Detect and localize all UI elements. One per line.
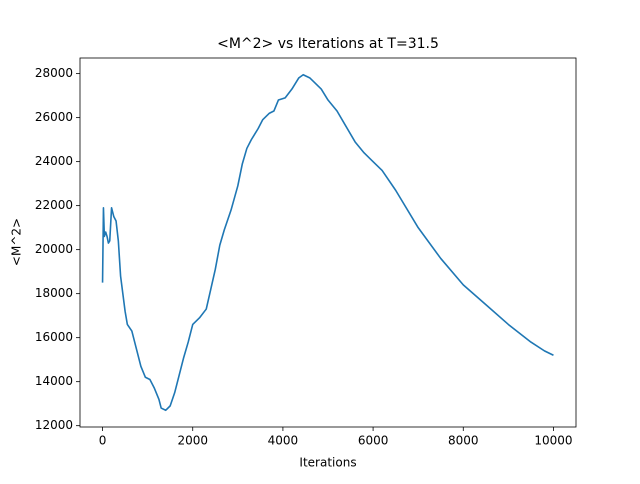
y-tick-label: 24000 (35, 154, 73, 168)
x-tick-label: 8000 (448, 434, 479, 448)
x-tick-label: 0 (99, 434, 107, 448)
x-tick-label: 6000 (358, 434, 389, 448)
data-line (101, 73, 554, 412)
y-tick-label: 18000 (35, 286, 73, 300)
y-tick-label: 20000 (35, 242, 73, 256)
x-tick-label: 4000 (268, 434, 299, 448)
y-tick-label: 16000 (35, 330, 73, 344)
y-tick-label: 28000 (35, 66, 73, 80)
plot-frame (79, 57, 577, 428)
y-axis-label: <M^2> (10, 218, 24, 266)
x-tick-label: 10000 (534, 434, 572, 448)
chart-title: <M^2> vs Iterations at T=31.5 (217, 36, 439, 52)
x-tick-label: 2000 (177, 434, 208, 448)
y-tick-label: 22000 (35, 198, 73, 212)
y-tick-label: 26000 (35, 110, 73, 124)
y-tick-label: 14000 (35, 374, 73, 388)
y-tick-label: 12000 (35, 418, 73, 432)
x-axis-label: Iterations (299, 456, 356, 470)
